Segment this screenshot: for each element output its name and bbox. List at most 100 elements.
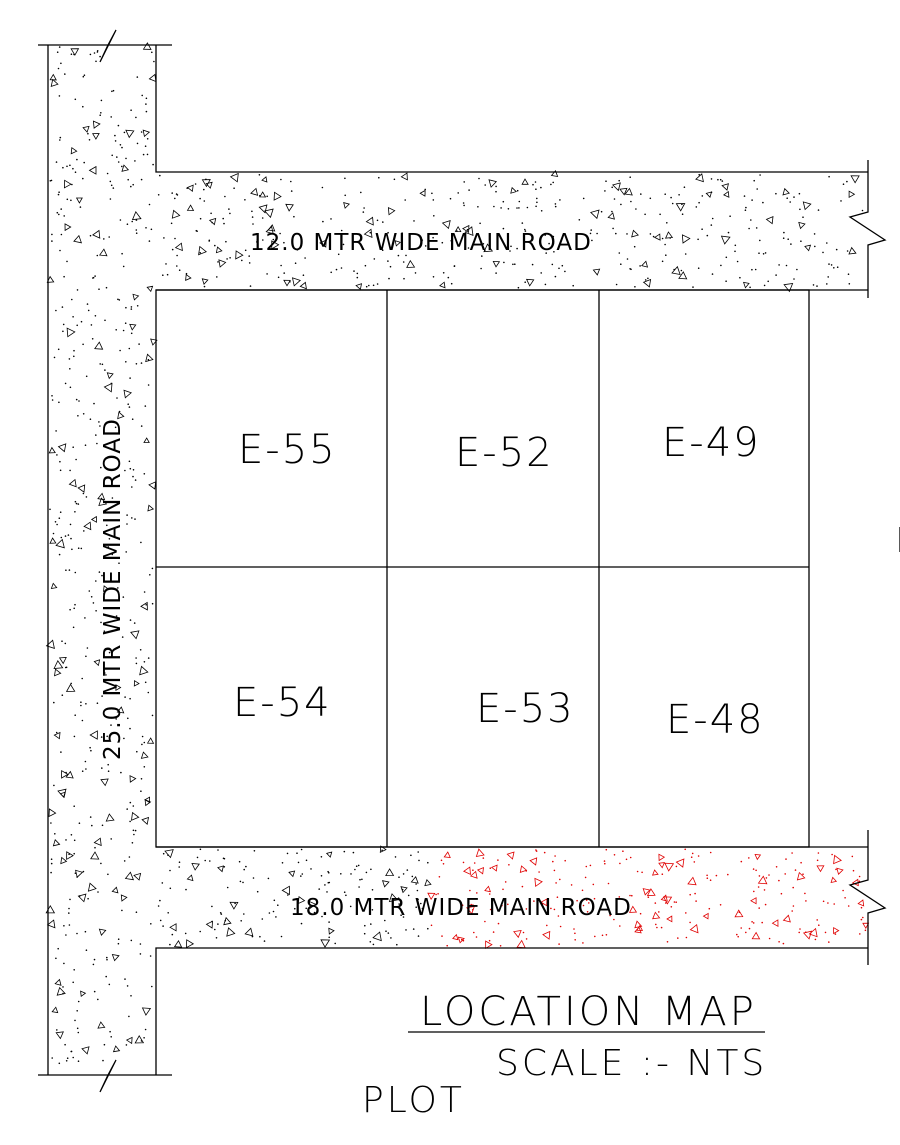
hatch-dot (798, 192, 801, 195)
hatch-dot (691, 852, 694, 855)
hatch-dot (97, 891, 99, 893)
hatch-dot (554, 205, 557, 208)
hatch-triangle (804, 244, 812, 252)
hatch-dot (103, 630, 106, 632)
hatch-dot (90, 749, 92, 752)
hatch-triangle (607, 212, 615, 220)
hatch-dot (105, 546, 108, 549)
hatch-triangle (218, 259, 227, 268)
hatch-triangle (132, 293, 140, 301)
hatch-dot (222, 217, 224, 220)
hatch-dot (144, 145, 147, 147)
hatch-dot (364, 924, 366, 927)
hatch-dot (709, 851, 712, 854)
hatch-dot (328, 936, 331, 939)
hatch-dot (435, 893, 437, 896)
hatch-triangle (689, 923, 699, 934)
hatch-dot (74, 872, 77, 874)
hatch-dot (763, 889, 766, 891)
hatch-dot (618, 896, 621, 898)
hatch-dot (701, 228, 703, 230)
hatch-dot (226, 886, 229, 889)
hatch-dot (620, 263, 622, 266)
hatch-triangle (271, 240, 280, 250)
hatch-triangle (510, 186, 517, 194)
hatch-dot (524, 228, 526, 231)
hatch-dot (727, 231, 730, 234)
hatch-dot (140, 778, 143, 780)
hatch-dot (345, 894, 347, 897)
hatch-triangle (365, 216, 374, 226)
hatch-dot (93, 402, 95, 405)
hatch-triangle (169, 923, 177, 932)
hatch-triangle (129, 323, 137, 331)
hatch-dot (612, 227, 614, 230)
hatch-dot (229, 212, 231, 215)
hatch-triangle (542, 930, 551, 940)
hatch-dot (85, 949, 88, 951)
plot-label-e53: E-53 (476, 686, 575, 732)
hatch-dot (501, 904, 503, 907)
hatch-dot (488, 893, 491, 895)
west-road-top-break (38, 29, 172, 63)
hatch-dot (224, 919, 227, 922)
hatch-dot (695, 206, 698, 208)
hatch-triangle (146, 737, 155, 744)
hatch-dot (798, 931, 800, 934)
hatch-dot (538, 871, 540, 873)
hatch-dot (217, 261, 219, 263)
hatch-dot (93, 958, 96, 961)
hatch-dot (440, 859, 443, 862)
hatch-dot (709, 879, 712, 881)
hatch-dot (263, 940, 266, 942)
hatch-dot (57, 67, 60, 70)
hatch-dot (659, 213, 661, 216)
hatch-dot (789, 201, 791, 203)
hatch-triangle (174, 242, 183, 252)
hatch-dot (51, 399, 54, 401)
hatch-triangle (50, 78, 59, 87)
hatch-triangle (836, 867, 844, 875)
hatch-dot (489, 867, 492, 869)
hatch-dot (109, 1030, 111, 1033)
hatch-triangle (751, 931, 761, 940)
hatch-dot (135, 232, 138, 234)
hatch-dot (142, 153, 145, 156)
hatch-dot (78, 822, 81, 824)
hatch-dot (378, 176, 380, 179)
hatch-dot (738, 911, 741, 914)
hatch-dot (122, 265, 125, 268)
hatch-dot (75, 458, 77, 461)
hatch-dot (79, 206, 82, 208)
north-road-east-break (848, 160, 887, 298)
hatch-dot (300, 848, 303, 851)
hatch-dot (108, 651, 111, 654)
hatch-dot (60, 62, 62, 65)
hatch-dot (133, 833, 135, 836)
hatch-dot (552, 860, 554, 863)
hatch-dot (101, 363, 104, 366)
hatch-dot (210, 212, 212, 215)
hatch-dot (507, 208, 510, 210)
west-road-label: 25.0 MTR WIDE MAIN ROAD (100, 418, 126, 760)
hatch-triangle (186, 204, 195, 211)
hatch-dot (673, 901, 676, 903)
hatch-dot (816, 859, 819, 862)
hatch-triangle (783, 283, 794, 293)
hatch-dot (128, 856, 131, 858)
hatch-dot (372, 943, 375, 946)
hatch-dot (590, 229, 592, 231)
hatch-triangle (320, 939, 331, 948)
hatch-dot (706, 877, 709, 879)
hatch-dot (59, 139, 61, 141)
hatch-dot (330, 218, 332, 220)
hatch-dot (100, 862, 102, 865)
hatch-dot (252, 877, 255, 879)
hatch-dot (55, 309, 57, 312)
hatch-dot (65, 1060, 68, 1062)
hatch-triangle (590, 209, 600, 220)
hatch-dot (497, 922, 500, 925)
hatch-dot (693, 861, 696, 863)
hatch-triangle (147, 504, 155, 512)
hatch-dot (589, 232, 592, 235)
